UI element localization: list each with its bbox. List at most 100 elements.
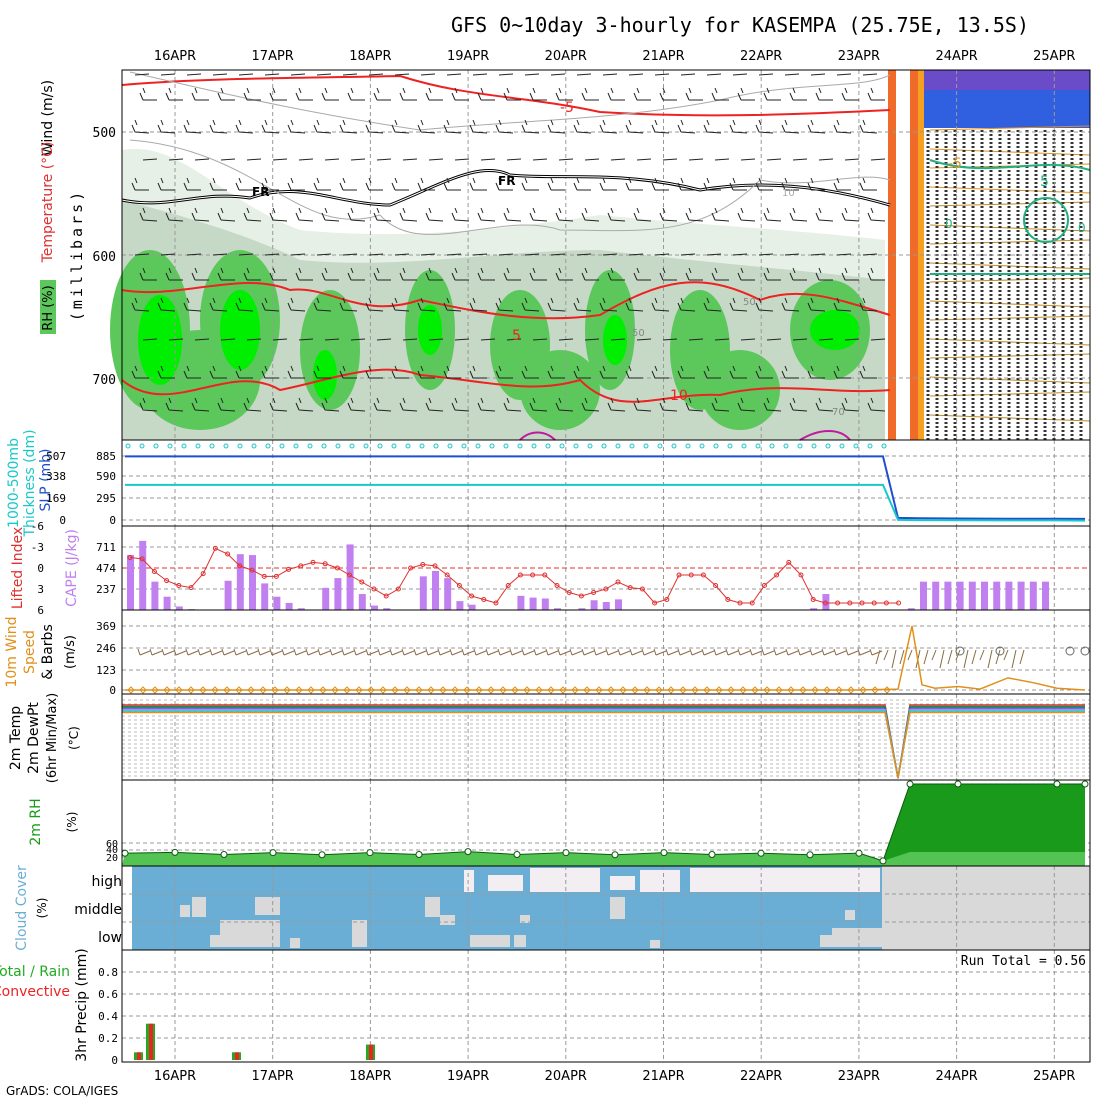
wind-barb bbox=[134, 253, 150, 256]
thickness-marker bbox=[727, 443, 733, 449]
wind-barb bbox=[792, 338, 808, 341]
wind-barb bbox=[233, 648, 247, 656]
cape-bar bbox=[249, 555, 256, 610]
wind-barb bbox=[636, 158, 652, 161]
wind-barb bbox=[581, 397, 600, 412]
wind-speed-marker bbox=[127, 686, 135, 694]
wind-barb bbox=[477, 207, 496, 222]
cape-bar bbox=[810, 608, 818, 610]
wind-barb bbox=[821, 648, 835, 656]
wind-barb bbox=[365, 365, 383, 379]
wind-barb bbox=[469, 177, 487, 191]
wind-barb bbox=[186, 73, 202, 76]
wind-barb bbox=[703, 365, 721, 379]
wind-barb bbox=[347, 207, 366, 222]
cape-bar bbox=[175, 606, 183, 610]
wind-barb bbox=[235, 119, 254, 134]
wind-barb bbox=[833, 365, 851, 379]
wind-barb bbox=[844, 158, 860, 161]
precip-convective-bar bbox=[369, 1044, 373, 1060]
wind-barb bbox=[792, 158, 808, 161]
wind-barb bbox=[680, 253, 696, 256]
wind-speed-marker bbox=[355, 686, 363, 694]
wind-barb bbox=[947, 649, 953, 665]
wind-barb bbox=[555, 397, 574, 412]
wind-barb bbox=[547, 119, 566, 134]
wind-barb bbox=[761, 648, 775, 656]
rh-contour bbox=[129, 71, 891, 131]
thickness-marker bbox=[405, 443, 411, 449]
wind-speed-marker bbox=[559, 686, 567, 694]
wind-barb bbox=[287, 297, 306, 312]
thickness-marker bbox=[503, 443, 509, 449]
wind-barb bbox=[629, 648, 643, 656]
cape-bar bbox=[297, 608, 305, 610]
wind-barb bbox=[341, 648, 355, 656]
lifted-index-marker bbox=[591, 590, 597, 595]
wind-barb bbox=[373, 397, 392, 412]
date-label: 22APR bbox=[740, 1069, 782, 1084]
rh-blob bbox=[810, 310, 860, 350]
thickness-label: 1000-500mb bbox=[6, 438, 22, 528]
wind-barb bbox=[220, 158, 236, 161]
wind-barb bbox=[329, 648, 343, 656]
cape-bar bbox=[541, 598, 549, 610]
wind-barb bbox=[342, 73, 358, 76]
wind-barb bbox=[317, 648, 331, 656]
lifted-index-marker bbox=[578, 593, 584, 599]
date-label: 25APR bbox=[1033, 1069, 1075, 1084]
lifted-index-marker bbox=[798, 572, 804, 578]
date-label: 16APR bbox=[154, 49, 196, 64]
cloud-level-low: low bbox=[98, 930, 122, 946]
wind-speed-marker bbox=[475, 686, 483, 694]
wind-speed-marker bbox=[703, 686, 711, 694]
cloud-gap bbox=[352, 920, 367, 947]
thickness-marker bbox=[531, 443, 537, 449]
lifted-index-marker bbox=[371, 586, 377, 592]
precip-convective-bar bbox=[137, 1052, 141, 1060]
wind-speed-marker bbox=[343, 686, 351, 694]
wind-speed-marker bbox=[295, 686, 303, 694]
wind-barb bbox=[651, 297, 670, 312]
wind-barb bbox=[313, 365, 331, 379]
wind-speed-marker bbox=[739, 686, 747, 694]
cape-bar bbox=[273, 596, 281, 610]
contour-labels: -5 FR FR 5 10 10 50 50 70 -5 0 5 0 bbox=[252, 100, 1086, 418]
wind-barb bbox=[907, 649, 913, 661]
wind-barb bbox=[221, 648, 235, 656]
y-tick: 0 bbox=[109, 684, 116, 697]
thickness-marker bbox=[811, 443, 817, 449]
wind-barb bbox=[339, 119, 358, 134]
cape-bar bbox=[322, 587, 330, 610]
wind-barb bbox=[243, 397, 262, 412]
lifted-index-marker bbox=[408, 565, 414, 571]
wind-barb bbox=[131, 177, 149, 191]
precip-label: Total / Rain bbox=[0, 964, 70, 980]
cloud-gap bbox=[425, 897, 440, 917]
wind-barb bbox=[264, 73, 280, 76]
precip-panel: Total / Rain Convective 3hr Precip (mm) … bbox=[0, 948, 1091, 1067]
lifted-index-marker bbox=[847, 600, 853, 606]
wind-barb bbox=[298, 338, 314, 341]
cloud-gap bbox=[192, 897, 206, 917]
rh-marker bbox=[660, 849, 668, 857]
wind-barb bbox=[633, 267, 651, 281]
lifted-index-marker bbox=[810, 597, 816, 602]
wind-barb bbox=[498, 73, 514, 76]
wind-barb bbox=[859, 177, 877, 191]
wind-barb bbox=[443, 297, 462, 312]
wind-barb bbox=[238, 253, 254, 256]
cape-bar bbox=[371, 605, 378, 610]
wind-barb bbox=[555, 87, 573, 101]
cape-bar bbox=[383, 608, 391, 610]
wind-barb bbox=[451, 397, 470, 412]
thickness-label: Thickness (dm) bbox=[22, 429, 38, 537]
wind-barb bbox=[454, 158, 470, 161]
wind-barb bbox=[711, 267, 729, 281]
wind-barb bbox=[547, 297, 566, 312]
legend-temp: Temperature (°C) bbox=[40, 142, 56, 264]
wind-barb bbox=[628, 253, 644, 256]
wind-barb bbox=[321, 397, 340, 412]
wind-barb bbox=[313, 297, 332, 312]
cape-bar bbox=[517, 595, 525, 610]
